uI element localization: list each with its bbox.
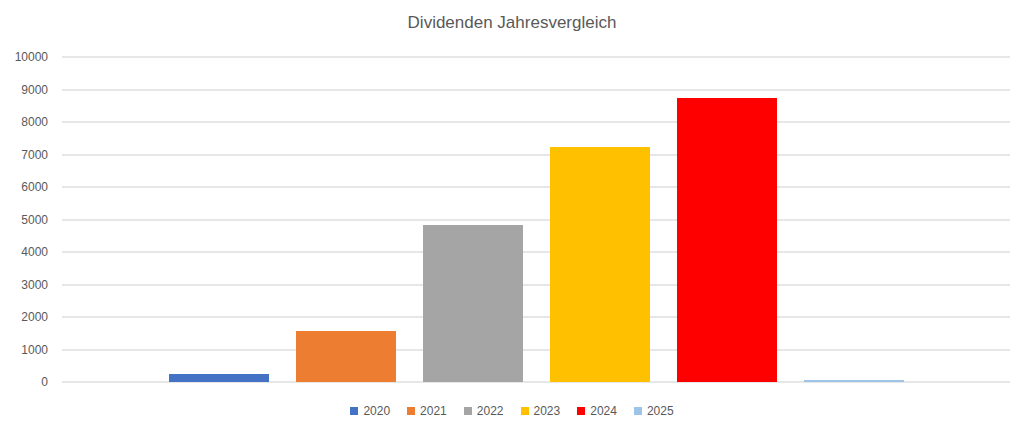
y-tick-label-10000: 10000 xyxy=(15,50,48,64)
y-tick-label-3000: 3000 xyxy=(21,278,48,292)
y-tick-label-5000: 5000 xyxy=(21,213,48,227)
plot-area xyxy=(62,57,1010,382)
legend-marker-icon xyxy=(577,407,585,415)
legend-marker-icon xyxy=(521,407,529,415)
legend: 2020 2021 2022 2023 2024 2025 xyxy=(0,404,1024,418)
chart-canvas: Dividenden Jahresvergleich 0 1000 2000 3000… xyxy=(0,0,1024,424)
y-tick-label-0: 0 xyxy=(41,375,48,389)
bar-2025[interactable] xyxy=(804,380,904,382)
y-tick-label-4000: 4000 xyxy=(21,245,48,259)
legend-label: 2025 xyxy=(647,404,674,418)
y-tick-label-1000: 1000 xyxy=(21,343,48,357)
y-axis: 0100020003000400050006000700080009000100… xyxy=(0,57,48,382)
y-tick-label-8000: 8000 xyxy=(21,115,48,129)
legend-item-2024[interactable]: 2024 xyxy=(577,404,617,418)
legend-label: 2022 xyxy=(477,404,504,418)
legend-item-2021[interactable]: 2021 xyxy=(407,404,447,418)
legend-label: 2024 xyxy=(590,404,617,418)
y-tick-label-6000: 6000 xyxy=(21,180,48,194)
legend-item-2022[interactable]: 2022 xyxy=(464,404,504,418)
y-tick-label-9000: 9000 xyxy=(21,83,48,97)
bar-2022[interactable] xyxy=(423,225,523,382)
bar-group xyxy=(62,57,1010,382)
legend-label: 2021 xyxy=(420,404,447,418)
legend-marker-icon xyxy=(407,407,415,415)
legend-marker-icon xyxy=(464,407,472,415)
legend-label: 2023 xyxy=(534,404,561,418)
legend-item-2025[interactable]: 2025 xyxy=(634,404,674,418)
bar-2021[interactable] xyxy=(296,331,396,382)
bar-2020[interactable] xyxy=(169,374,269,382)
legend-marker-icon xyxy=(350,407,358,415)
bar-2024[interactable] xyxy=(677,98,777,382)
y-tick-label-2000: 2000 xyxy=(21,310,48,324)
legend-item-2023[interactable]: 2023 xyxy=(521,404,561,418)
legend-item-2020[interactable]: 2020 xyxy=(350,404,390,418)
legend-marker-icon xyxy=(634,407,642,415)
legend-label: 2020 xyxy=(363,404,390,418)
chart-title: Dividenden Jahresvergleich xyxy=(0,13,1024,33)
bar-2023[interactable] xyxy=(550,147,650,382)
y-tick-label-7000: 7000 xyxy=(21,148,48,162)
